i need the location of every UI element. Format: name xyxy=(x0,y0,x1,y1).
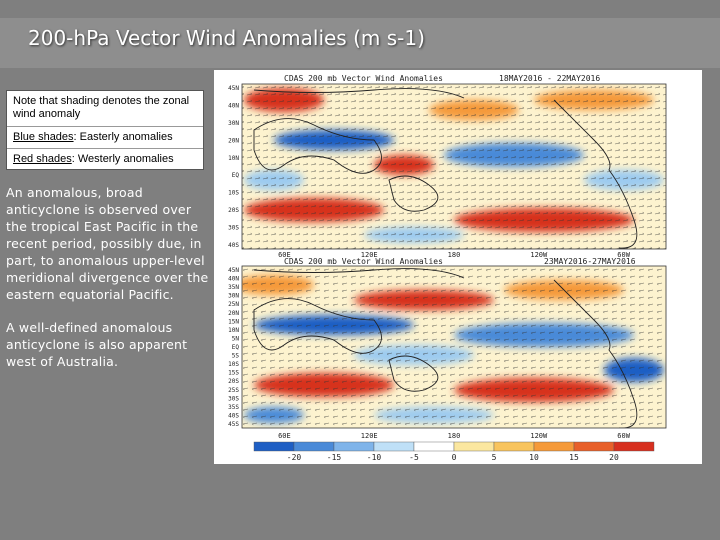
top-map-lon-labels: 60E 120E 180 120W 60W xyxy=(278,251,631,259)
lat-tick-label: 30S xyxy=(228,395,239,402)
bottom-map-lon-labels: 60E 120E 180 120W 60W xyxy=(278,432,631,440)
colorbar-segment xyxy=(533,441,575,452)
lat-tick-label: 40S xyxy=(228,242,239,249)
colorbar-segment xyxy=(293,441,335,452)
note-box: Note that shading denotes the zonal wind… xyxy=(6,90,204,170)
body-paragraph-2: A well-defined anomalous anticyclone is … xyxy=(6,320,188,369)
lat-tick-label: 30N xyxy=(228,120,239,127)
colorbar-segment xyxy=(613,441,655,452)
colorbar-segment xyxy=(493,441,535,452)
bottom-map-dates: 23MAY2016-27MAY2016 xyxy=(544,257,636,266)
lon-tick-label: 60W xyxy=(617,251,630,259)
wind-anomaly-figure: CDAS 200 mb Vector Wind Anomalies 18MAY2… xyxy=(228,74,667,462)
lat-tick-label: 35S xyxy=(228,404,239,411)
lat-tick-label: 45S xyxy=(228,421,239,428)
lat-tick-label: 5S xyxy=(232,353,240,360)
lat-tick-label: 25S xyxy=(228,387,239,394)
lat-tick-label: 45N xyxy=(228,85,239,92)
lat-tick-label: 20S xyxy=(228,207,239,214)
lat-tick-label: 20S xyxy=(228,378,239,385)
colorbar-tick-label: 5 xyxy=(492,453,497,462)
lat-tick-label: 15S xyxy=(228,370,239,377)
title-bar xyxy=(0,18,720,68)
lon-tick-label: 180 xyxy=(448,432,461,440)
lat-tick-label: 10N xyxy=(228,155,239,162)
colorbar-tick-label: -15 xyxy=(327,453,342,462)
lon-tick-label: 120E xyxy=(361,251,378,259)
bottom-map: CDAS 200 mb Vector Wind Anomalies 23MAY2… xyxy=(241,257,667,429)
note-blue: Blue shades: Easterly anomalies xyxy=(13,131,173,144)
note-red: Red shades: Westerly anomalies xyxy=(13,153,174,166)
note-divider xyxy=(7,126,203,127)
colorbar-segment xyxy=(573,441,615,452)
lat-tick-label: 10N xyxy=(228,327,239,334)
lat-tick-label: 15N xyxy=(228,318,239,325)
lon-tick-label: 120W xyxy=(530,251,548,259)
slide-title: 200-hPa Vector Wind Anomalies (m s-1) xyxy=(28,26,425,50)
lat-tick-label: 40N xyxy=(228,276,239,283)
lat-tick-label: 20N xyxy=(228,137,239,144)
top-map-field xyxy=(242,84,666,249)
lat-tick-label: 40N xyxy=(228,102,239,109)
lon-tick-label: 60E xyxy=(278,432,291,440)
lat-tick-label: 5N xyxy=(232,335,240,342)
lat-tick-label: 35N xyxy=(228,284,239,291)
body-paragraph-1: An anomalous, broad anticyclone is obser… xyxy=(6,185,209,302)
lat-tick-label: 10S xyxy=(228,361,239,368)
top-map: CDAS 200 mb Vector Wind Anomalies 18MAY2… xyxy=(241,74,667,250)
lon-tick-label: 180 xyxy=(448,251,461,259)
note-shading: Note that shading denotes the zonal wind… xyxy=(13,95,190,120)
colorbar-segment xyxy=(413,441,455,452)
lat-tick-label: 30S xyxy=(228,225,239,232)
lon-tick-label: 60E xyxy=(278,251,291,259)
lat-tick-label: 45N xyxy=(228,267,239,274)
lon-tick-label: 120E xyxy=(361,432,378,440)
bottom-map-title: CDAS 200 mb Vector Wind Anomalies xyxy=(284,257,443,266)
lat-tick-label: 30N xyxy=(228,293,239,300)
colorbar-tick-label: -5 xyxy=(409,453,419,462)
lat-tick-label: EQ xyxy=(232,344,240,351)
colorbar-segment xyxy=(333,441,375,452)
red-shades-text: : Westerly anomalies xyxy=(71,153,174,165)
top-map-lat-labels: 45N 40N 30N 20N 10N EQ 10S 20S 30S 40S xyxy=(228,85,239,249)
lat-tick-label: 20N xyxy=(228,310,239,317)
lon-tick-label: 120W xyxy=(530,432,548,440)
colorbar-tick-label: -20 xyxy=(287,453,302,462)
colorbar-segment xyxy=(373,441,415,452)
colorbar-segment xyxy=(453,441,495,452)
lat-tick-label: EQ xyxy=(232,172,240,179)
blue-shades-label: Blue shades xyxy=(13,131,74,143)
note-divider xyxy=(7,148,203,149)
top-map-dates: 18MAY2016 - 22MAY2016 xyxy=(499,74,600,83)
colorbar-tick-label: -10 xyxy=(367,453,382,462)
figure-panel: CDAS 200 mb Vector Wind Anomalies 18MAY2… xyxy=(214,70,702,464)
colorbar-segment xyxy=(253,441,295,452)
colorbar-tick-label: 20 xyxy=(609,453,619,462)
colorbar-tick-label: 10 xyxy=(529,453,539,462)
lat-tick-label: 40S xyxy=(228,412,239,419)
colorbar-tick-label: 0 xyxy=(452,453,457,462)
colorbar-tick-label: 15 xyxy=(569,453,579,462)
colorbar: -20 -15 -10 -5 0 5 10 15 20 xyxy=(253,441,655,462)
bottom-map-field xyxy=(242,266,666,428)
lat-tick-label: 10S xyxy=(228,190,239,197)
red-shades-label: Red shades xyxy=(13,153,72,165)
blue-shades-text: : Easterly anomalies xyxy=(73,131,173,143)
top-map-title: CDAS 200 mb Vector Wind Anomalies xyxy=(284,74,443,83)
lat-tick-label: 25N xyxy=(228,301,239,308)
lon-tick-label: 60W xyxy=(617,432,630,440)
